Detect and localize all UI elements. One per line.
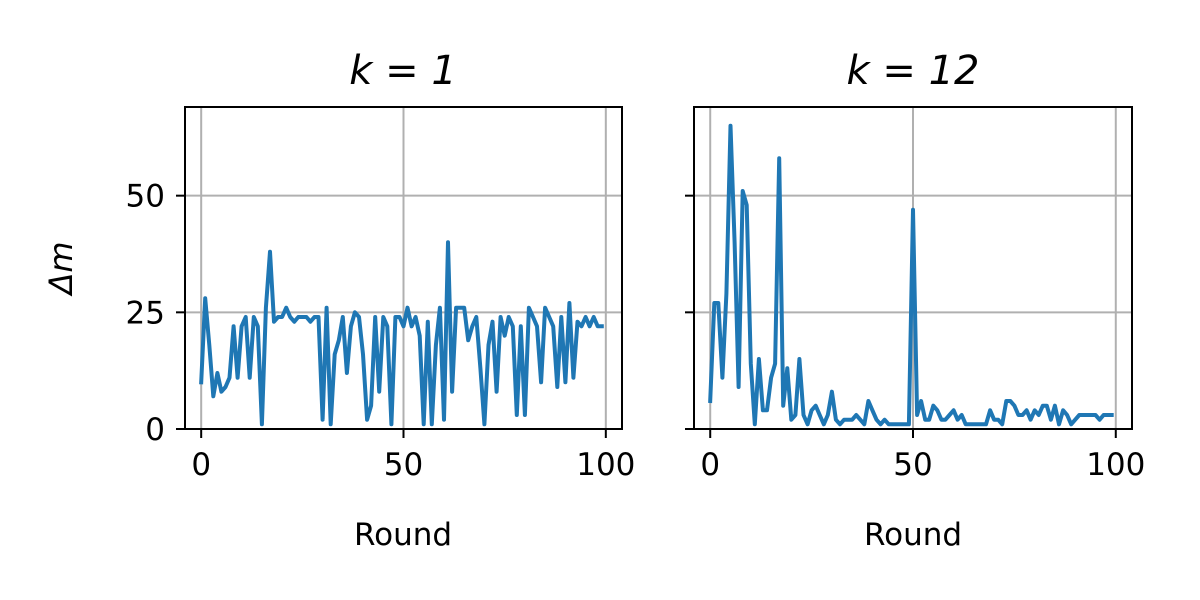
y-tick-label: 50	[126, 179, 165, 215]
x-tick-label: 0	[700, 447, 720, 483]
series-line	[199, 240, 604, 427]
x-tick-label: 50	[893, 447, 932, 483]
series-line	[708, 123, 1114, 427]
x-tick-label: 50	[384, 447, 423, 483]
panel-title: k = 1	[349, 48, 457, 94]
x-tick-label: 100	[1086, 447, 1145, 483]
y-axis-label: Δm	[42, 241, 80, 297]
y-tick-label: 25	[126, 295, 165, 331]
x-axis-label: Round	[864, 517, 962, 553]
panel-title: k = 12	[846, 48, 979, 94]
x-tick-label: 100	[576, 447, 635, 483]
x-ticks: 0 50 100	[700, 429, 1145, 483]
x-tick-label: 0	[191, 447, 211, 483]
y-tick-label: 0	[145, 412, 165, 448]
y-ticks: 0 25 50	[126, 179, 185, 448]
x-axis-label: Round	[354, 517, 452, 553]
subplot-k1: 0 50 100 0 25 50 k = 1 Round Δm	[42, 48, 635, 553]
x-ticks: 0 50 100	[191, 429, 635, 483]
y-ticks	[685, 194, 694, 430]
subplot-k12: 0 50 100 k = 12 Round	[685, 48, 1145, 553]
